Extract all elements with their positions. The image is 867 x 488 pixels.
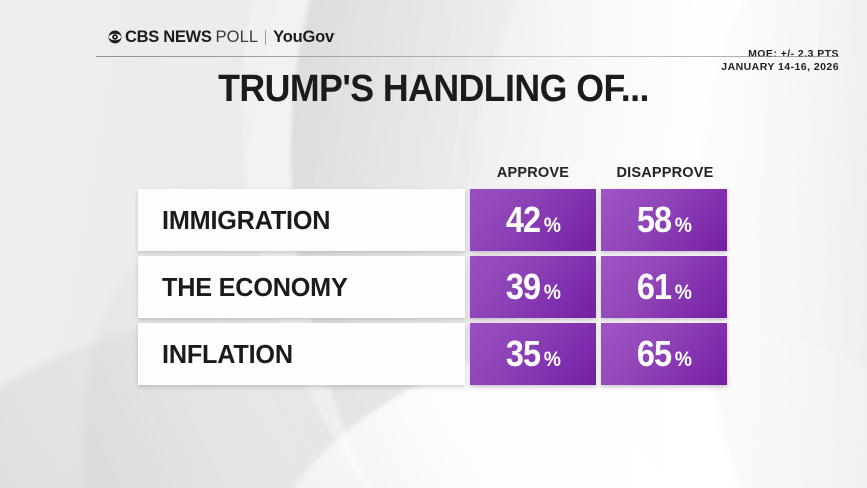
header-divider: [96, 56, 839, 57]
column-header-approve: APPROVE: [496, 165, 570, 181]
row-label-cell: THE ECONOMY: [138, 256, 465, 318]
disapprove-number: 65: [637, 333, 672, 374]
approve-value: 39%: [504, 269, 562, 305]
moe-field-dates: JANUARY 14-16, 2026: [721, 61, 839, 73]
row-label: IMMIGRATION: [162, 204, 331, 235]
yougov-trademark: ´: [333, 33, 337, 41]
approve-percent-sign: %: [543, 214, 562, 237]
yougov-text: YouGov: [273, 27, 334, 46]
disapprove-number: 61: [637, 266, 672, 307]
row-disapprove-cell: 58%: [601, 189, 727, 251]
column-header-disapprove: DISAPPROVE: [616, 165, 714, 181]
disapprove-percent-sign: %: [674, 214, 693, 237]
disapprove-value: 65%: [635, 336, 693, 372]
approve-number: 39: [506, 266, 541, 307]
disapprove-percent-sign: %: [674, 348, 693, 371]
row-label-cell: IMMIGRATION: [138, 189, 465, 251]
logo-divider: [265, 29, 267, 45]
approve-value: 35%: [504, 336, 562, 372]
row-approve-cell: 39%: [470, 256, 596, 318]
approve-number: 35: [506, 333, 541, 374]
column-header-row: APPROVE DISAPPROVE: [470, 165, 728, 183]
poll-text: POLL: [215, 27, 259, 46]
moe-margin-of-error: MOE: +/- 2.3 PTS: [748, 48, 839, 60]
disapprove-value: 58%: [635, 202, 693, 238]
cbs-news-poll-logo: CBS NEWS POLL YouGov ´: [108, 26, 336, 48]
approve-value: 42%: [504, 202, 562, 238]
row-approve-cell: 35%: [470, 323, 596, 385]
row-disapprove-cell: 65%: [601, 323, 727, 385]
approve-percent-sign: %: [543, 348, 562, 371]
approve-percent-sign: %: [543, 281, 562, 304]
cbs-news-text: CBS NEWS: [125, 27, 212, 46]
table-row: INFLATION 35% 65%: [138, 323, 728, 385]
disapprove-percent-sign: %: [674, 281, 693, 304]
disapprove-value: 61%: [635, 269, 693, 305]
row-label-cell: INFLATION: [138, 323, 465, 385]
row-disapprove-cell: 61%: [601, 256, 727, 318]
table-row: IMMIGRATION 42% 58%: [138, 189, 728, 251]
approve-number: 42: [506, 199, 541, 240]
results-table: IMMIGRATION 42% 58% THE ECONOMY 39%: [138, 189, 728, 385]
header-bar: CBS NEWS POLL YouGov ´ MOE: +/- 2.3 PTS J…: [0, 26, 867, 73]
row-label: THE ECONOMY: [162, 271, 348, 302]
disapprove-number: 58: [637, 199, 672, 240]
moe-block: MOE: +/- 2.3 PTS JANUARY 14-16, 2026: [721, 48, 839, 74]
row-approve-cell: 42%: [470, 189, 596, 251]
row-label: INFLATION: [162, 338, 293, 369]
page-title: TRUMP'S HANDLING OF...: [218, 68, 649, 110]
table-row: THE ECONOMY 39% 61%: [138, 256, 728, 318]
cbs-eye-icon: [108, 30, 122, 44]
